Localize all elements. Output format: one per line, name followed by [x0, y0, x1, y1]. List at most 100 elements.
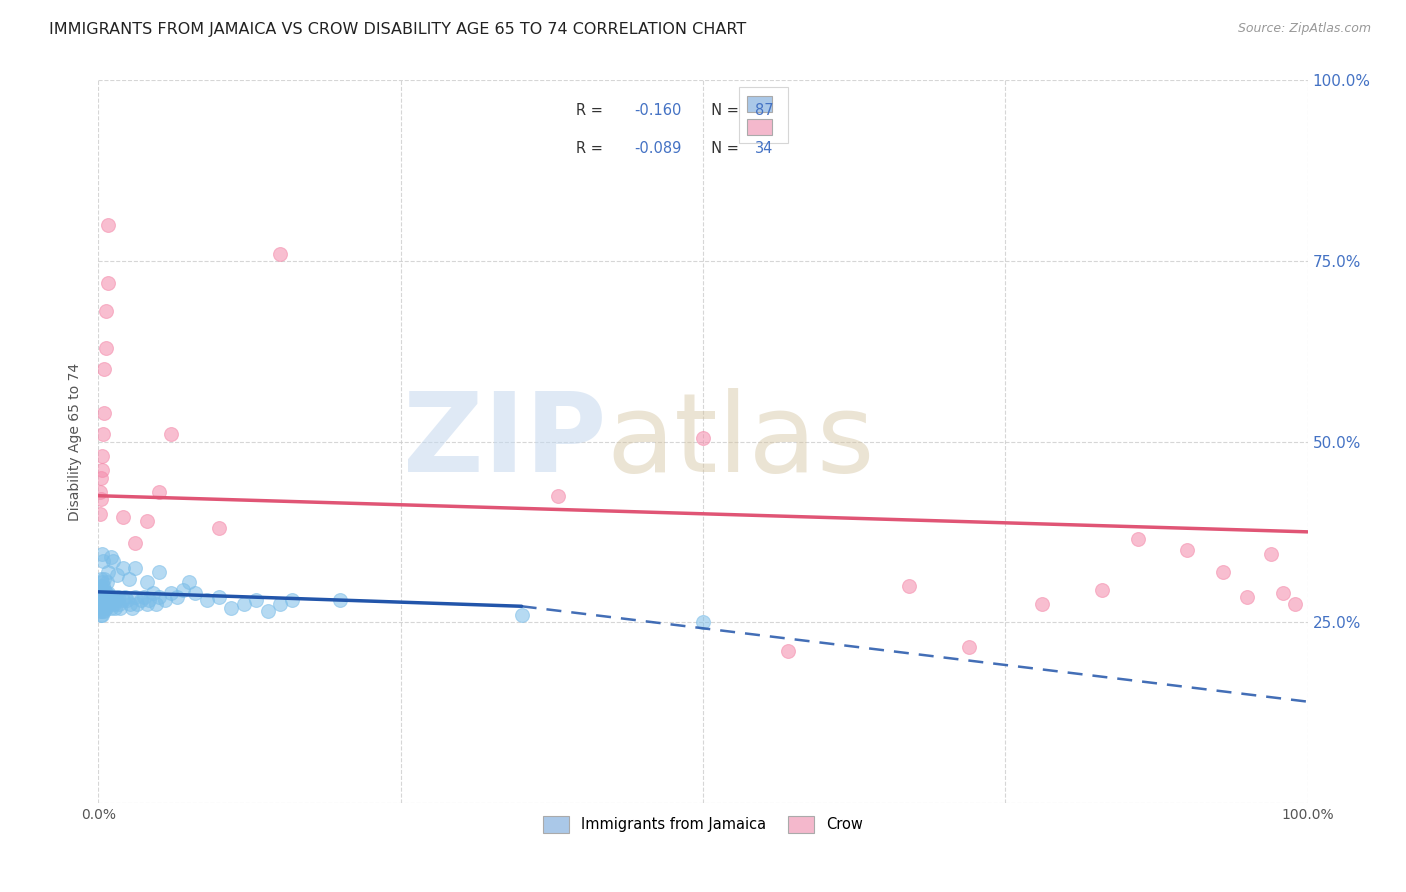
Text: 34: 34 — [755, 141, 773, 156]
Point — [89, 485, 111, 500]
Point — [93, 590, 115, 604]
Point — [96, 597, 118, 611]
Point — [153, 593, 176, 607]
Point — [329, 593, 352, 607]
Point — [208, 521, 231, 535]
Point — [97, 586, 120, 600]
Point — [145, 597, 167, 611]
Point — [1031, 597, 1053, 611]
Point — [98, 597, 121, 611]
Point — [135, 575, 157, 590]
Point — [184, 586, 207, 600]
Point — [94, 593, 117, 607]
Point — [105, 593, 128, 607]
Point — [91, 449, 114, 463]
Point — [256, 604, 278, 618]
Point — [221, 600, 243, 615]
Point — [89, 507, 111, 521]
Point — [124, 535, 146, 549]
Point — [117, 593, 139, 607]
Point — [142, 586, 165, 600]
Point — [91, 575, 114, 590]
Text: -0.160: -0.160 — [634, 103, 682, 118]
Point — [148, 590, 170, 604]
Point — [91, 586, 114, 600]
Point — [245, 593, 267, 607]
Point — [1284, 597, 1306, 611]
Point — [160, 586, 183, 600]
Point — [91, 579, 114, 593]
Point — [1260, 547, 1282, 561]
Y-axis label: Disability Age 65 to 74: Disability Age 65 to 74 — [69, 362, 83, 521]
Point — [91, 547, 114, 561]
Point — [134, 590, 156, 604]
Point — [91, 554, 114, 568]
Point — [89, 604, 111, 618]
Legend: Immigrants from Jamaica, Crow: Immigrants from Jamaica, Crow — [537, 810, 869, 838]
Point — [94, 341, 117, 355]
Point — [96, 575, 118, 590]
Point — [104, 600, 127, 615]
Point — [89, 590, 111, 604]
Point — [107, 590, 129, 604]
Text: IMMIGRANTS FROM JAMAICA VS CROW DISABILITY AGE 65 TO 74 CORRELATION CHART: IMMIGRANTS FROM JAMAICA VS CROW DISABILI… — [49, 22, 747, 37]
Text: 87: 87 — [755, 103, 773, 118]
Point — [1175, 542, 1198, 557]
Point — [957, 640, 980, 655]
Point — [138, 593, 160, 607]
Point — [90, 586, 112, 600]
Text: Source: ZipAtlas.com: Source: ZipAtlas.com — [1237, 22, 1371, 36]
Point — [692, 431, 714, 445]
Point — [93, 362, 115, 376]
Point — [510, 607, 533, 622]
Point — [121, 600, 143, 615]
Point — [166, 590, 188, 604]
Point — [90, 579, 112, 593]
Point — [94, 586, 117, 600]
Point — [100, 550, 122, 565]
Point — [108, 597, 131, 611]
Point — [90, 593, 112, 607]
Point — [105, 568, 128, 582]
Text: R =: R = — [576, 141, 607, 156]
Point — [195, 593, 218, 607]
Point — [127, 597, 149, 611]
Point — [1212, 565, 1234, 579]
Point — [208, 590, 231, 604]
Point — [91, 427, 114, 442]
Point — [1272, 586, 1295, 600]
Point — [232, 597, 254, 611]
Point — [124, 561, 146, 575]
Point — [269, 597, 291, 611]
Point — [91, 600, 114, 615]
Point — [97, 593, 120, 607]
Point — [111, 561, 134, 575]
Point — [897, 579, 920, 593]
Point — [108, 600, 131, 615]
Point — [547, 489, 569, 503]
Point — [100, 593, 122, 607]
Point — [90, 600, 112, 615]
Point — [91, 604, 114, 618]
Point — [93, 604, 115, 618]
Point — [96, 590, 118, 604]
Point — [97, 218, 120, 232]
Point — [90, 572, 112, 586]
Point — [89, 582, 111, 597]
Point — [90, 492, 112, 507]
Point — [94, 304, 117, 318]
Point — [90, 607, 112, 622]
Point — [91, 597, 114, 611]
Point — [93, 572, 115, 586]
Point — [692, 615, 714, 630]
Point — [160, 427, 183, 442]
Point — [1236, 590, 1258, 604]
Point — [118, 597, 141, 611]
Point — [90, 470, 112, 484]
Point — [94, 586, 117, 600]
Point — [103, 597, 125, 611]
Point — [91, 590, 114, 604]
Point — [172, 582, 194, 597]
Point — [776, 644, 799, 658]
Point — [91, 582, 114, 597]
